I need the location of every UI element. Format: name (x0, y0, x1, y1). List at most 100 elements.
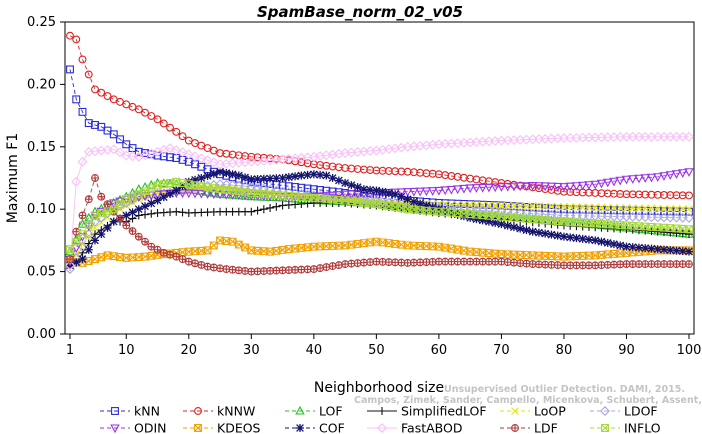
data-point (653, 204, 662, 213)
data-point (565, 182, 575, 192)
axes: 1 10 20 30 40 50 60 70 80 90 100 0.00 0.05 0.10 0.15 0.… (27, 15, 701, 358)
data-point (216, 167, 225, 176)
data-point (622, 242, 631, 251)
legend-item-lof: LOF (285, 404, 343, 419)
data-point (603, 238, 612, 247)
legend-marker (111, 407, 119, 415)
data-point (147, 251, 156, 260)
data-point (546, 209, 557, 220)
x-tick-label: 100 (677, 343, 702, 358)
data-point (384, 188, 393, 197)
data-point (665, 171, 675, 180)
data-point (71, 176, 82, 187)
data-point (91, 211, 99, 220)
data-point (172, 186, 181, 195)
data-point (184, 189, 194, 199)
data-point (65, 260, 75, 271)
data-point (115, 194, 125, 204)
data-point (77, 156, 88, 167)
data-point (97, 253, 106, 262)
x-axis-label: Neighborhood size (314, 380, 444, 396)
data-point (465, 184, 475, 194)
data-point (122, 221, 131, 230)
data-point (446, 185, 457, 195)
legend-label: KDEOS (217, 421, 261, 434)
data-point (552, 210, 563, 221)
data-point (109, 205, 118, 214)
data-point (559, 183, 569, 192)
watermark-line-1: Unsupervised Outlier Detection. DAMI, 20… (444, 384, 685, 395)
data-point (535, 202, 543, 210)
data-point (510, 201, 518, 210)
data-point (347, 240, 356, 249)
data-point (141, 252, 149, 261)
data-point (147, 209, 156, 218)
data-point (209, 241, 218, 250)
data-point (685, 225, 693, 234)
data-point (584, 181, 594, 190)
data-point (478, 216, 487, 225)
legend-item-ldf: LDF (500, 421, 558, 434)
data-point (153, 181, 162, 190)
legend-label: ODIN (134, 421, 167, 434)
data-point (184, 177, 193, 186)
data-point (108, 144, 119, 155)
data-point (485, 201, 493, 209)
data-point (577, 181, 588, 191)
data-point (84, 245, 93, 254)
data-point (621, 175, 632, 185)
data-point (359, 185, 368, 194)
data-point (647, 204, 656, 213)
data-point (78, 107, 87, 116)
data-point (522, 202, 531, 210)
data-point (434, 205, 443, 214)
data-point (309, 170, 318, 179)
data-point (471, 184, 482, 193)
data-point (484, 183, 494, 193)
y-tick-label: 0.10 (27, 202, 56, 217)
data-point (215, 179, 226, 190)
data-point (546, 182, 557, 192)
data-point (72, 237, 81, 246)
data-point (72, 95, 81, 104)
x-tick-label: 20 (181, 343, 198, 358)
data-point (472, 201, 481, 209)
data-point (522, 226, 531, 235)
data-point (97, 218, 106, 227)
data-point (572, 203, 581, 211)
data-point (334, 191, 344, 200)
x-tick-label: 10 (118, 343, 135, 358)
data-point (490, 183, 500, 193)
data-point (634, 243, 643, 252)
data-point (678, 205, 687, 213)
data-point (440, 186, 450, 196)
data-point (141, 187, 149, 196)
data-point (441, 206, 450, 215)
data-point (434, 186, 444, 196)
data-point (685, 205, 693, 213)
data-point (547, 230, 556, 239)
data-point (247, 207, 256, 216)
legend-label: SimplifiedLOF (401, 404, 487, 419)
data-point (353, 239, 362, 248)
data-point (240, 181, 251, 192)
data-point (97, 209, 106, 218)
data-point (685, 191, 693, 200)
data-point (416, 199, 425, 208)
data-point (172, 127, 181, 136)
data-point (122, 211, 131, 220)
data-point (153, 196, 162, 205)
data-point (191, 175, 200, 184)
data-point (203, 171, 212, 180)
data-point (596, 179, 607, 189)
data-point (427, 187, 438, 196)
data-point (640, 174, 650, 183)
data-point (128, 227, 137, 235)
data-point (597, 237, 606, 246)
data-point (616, 241, 625, 250)
data-point (322, 263, 331, 271)
data-point (116, 200, 124, 209)
data-point (103, 200, 112, 209)
y-tick-label: 0.25 (27, 15, 56, 30)
